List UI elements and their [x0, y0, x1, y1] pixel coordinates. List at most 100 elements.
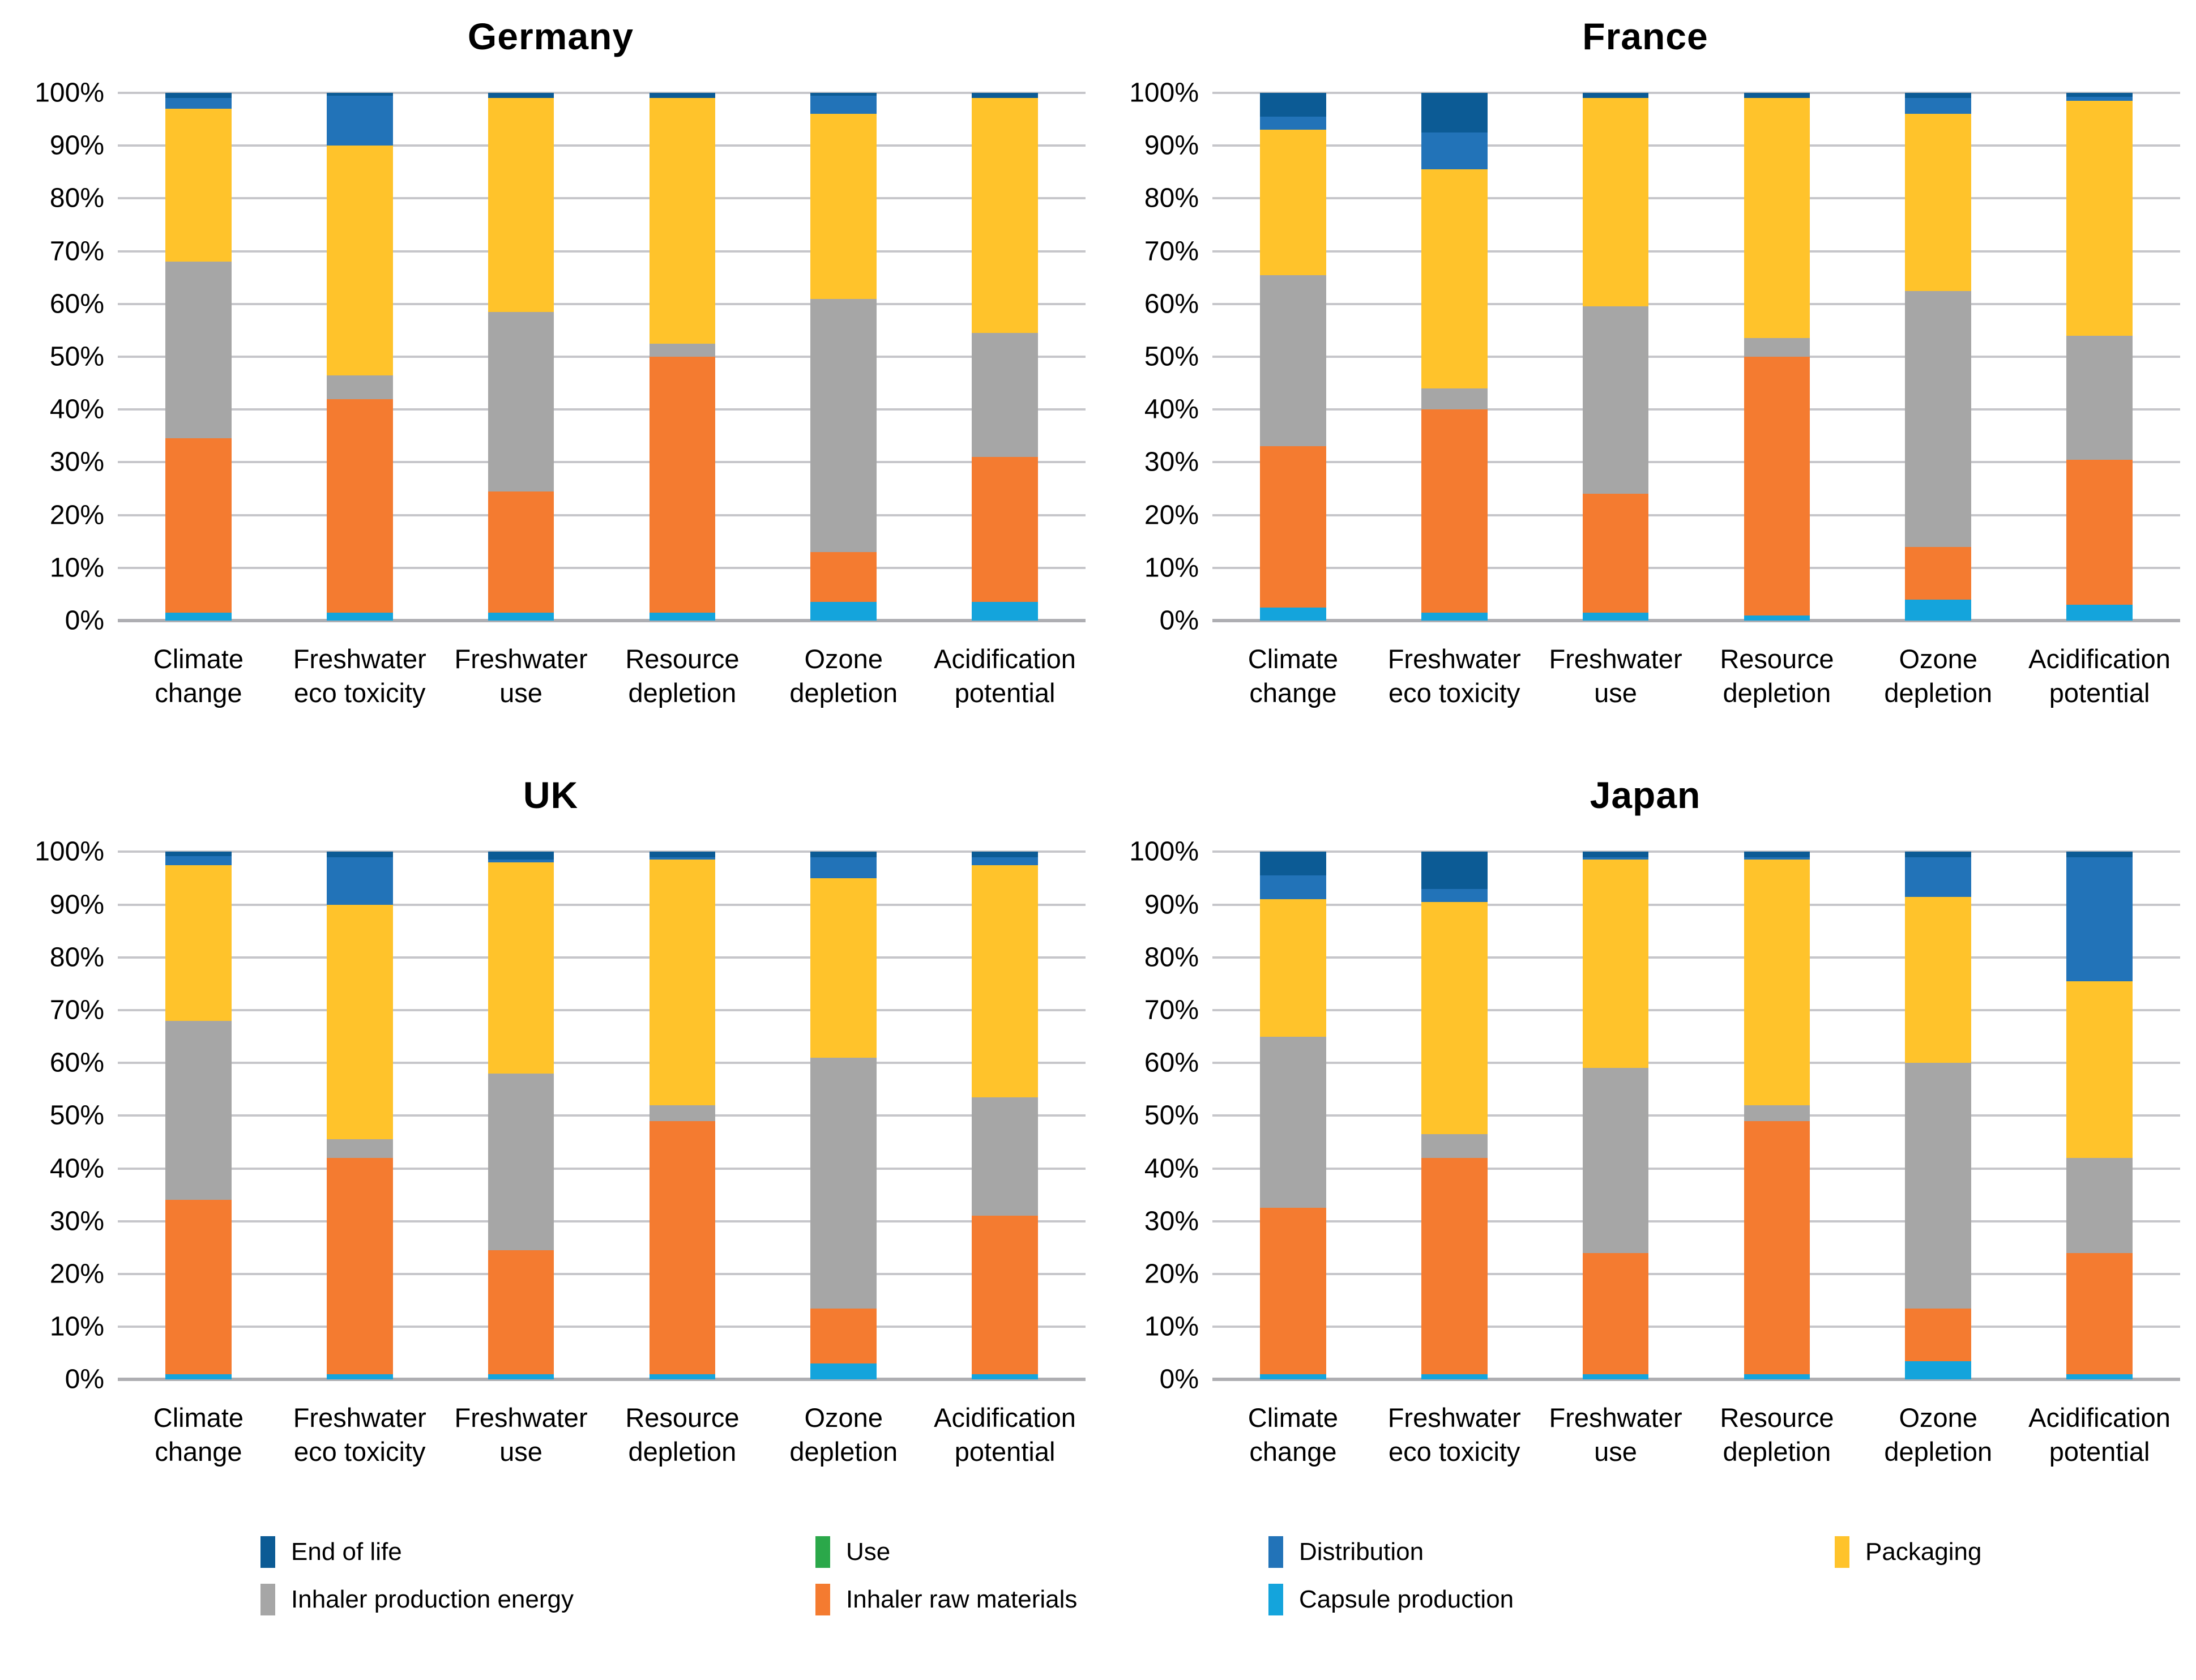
bar-slot: [1857, 852, 2019, 1380]
bar-segment: [1905, 599, 1972, 621]
bar-segment: [165, 852, 232, 856]
legend-item-distribution: Distribution: [1268, 1536, 1835, 1568]
bar-segment: [649, 1374, 716, 1380]
category-label-line: depletion: [1723, 1437, 1831, 1467]
bar-segment: [165, 109, 232, 262]
bar-segment: [810, 857, 877, 878]
bar-segment: [326, 95, 393, 146]
category-label: Freshwater eco toxicity: [1374, 642, 1535, 710]
chart-title: Germany: [467, 15, 634, 57]
y-axis-tick-label: 80%: [1144, 942, 1199, 973]
bar-segment: [1421, 901, 1488, 1134]
bar-stack: [1260, 852, 1326, 1380]
bar-segment: [2066, 981, 2133, 1158]
bar-slot: [763, 93, 924, 621]
bar-stack: [972, 852, 1038, 1380]
bar-segment: [488, 1073, 554, 1250]
legend-spacer: [1835, 1584, 2180, 1615]
category-label-line: depletion: [1884, 678, 1993, 708]
bar-slot: [1696, 852, 1857, 1380]
bar-segment: [810, 602, 877, 621]
y-axis-tick-label: 10%: [1144, 1311, 1199, 1342]
category-label-line: use: [499, 1437, 542, 1467]
bar-segment: [1421, 169, 1488, 388]
bar-stack: [1744, 93, 1810, 621]
y-axis-tick-label: 70%: [1144, 995, 1199, 1025]
gridline: [118, 408, 1086, 411]
category-label-line: Ozone: [1899, 1403, 1977, 1433]
chart-title: France: [1582, 15, 1708, 57]
bar-stack: [2066, 852, 2133, 1380]
bar-slot: [1535, 852, 1697, 1380]
gridline: [1212, 1008, 2180, 1011]
y-axis-tick-label: 0%: [1159, 605, 1199, 636]
bar-stack: [972, 93, 1038, 621]
gridline: [118, 1326, 1086, 1328]
bar-stack: [165, 93, 232, 621]
x-axis-baseline: [118, 619, 1086, 622]
y-axis-tick-label: 70%: [1144, 236, 1199, 267]
bar-segment: [2066, 857, 2133, 981]
legend-label: End of life: [291, 1537, 402, 1566]
y-axis: 100% 90% 80% 70% 60% 50% 40% 30% 20% 10% 0%: [1110, 837, 1212, 1395]
bar-segment: [972, 98, 1038, 334]
y-axis-tick-label: 100%: [35, 78, 104, 108]
category-label-line: Climate: [1247, 1403, 1339, 1433]
bar-segment: [165, 613, 232, 621]
bar-segment: [2066, 1252, 2133, 1374]
category-label-line: Resource: [625, 1403, 740, 1433]
bar-segment: [1905, 896, 1972, 1063]
category-label: Acidification potential: [924, 642, 1086, 710]
bar-stack: [326, 852, 393, 1380]
y-axis-tick-label: 20%: [49, 500, 104, 531]
category-label-line: Climate: [1247, 644, 1339, 674]
category-label-line: Climate: [153, 644, 244, 674]
bar-segment: [1744, 860, 1810, 1105]
bar-slot: [1696, 93, 1857, 621]
category-label-line: eco toxicity: [1388, 678, 1520, 708]
bar-segment: [1421, 93, 1488, 132]
bar-segment: [2066, 459, 2133, 605]
bar-stack: [1905, 93, 1972, 621]
gridline: [118, 1272, 1086, 1275]
gridline: [1212, 461, 2180, 464]
gridline: [1212, 250, 2180, 253]
category-label: Resource depletion: [601, 642, 763, 710]
bar-segment: [1905, 98, 1972, 114]
category-label-line: potential: [2049, 1437, 2150, 1467]
gridline: [118, 144, 1086, 147]
chart-panel-uk: UK 100% 90% 80% 70% 60% 50% 40% 30% 20% 10% 0% Clima…: [16, 773, 1086, 1469]
chart-body: 100% 90% 80% 70% 60% 50% 40% 30% 20% 10% 0%: [1110, 78, 2180, 636]
bar-stack: [1421, 93, 1488, 621]
bars-layer: [118, 852, 1086, 1380]
bar-slot: [1212, 93, 1374, 621]
category-label-line: Ozone: [1899, 644, 1977, 674]
bar-slot: [763, 852, 924, 1380]
charts-grid: Germany 100% 90% 80% 70% 60% 50% 40% 30% 20% 10% 0%…: [16, 15, 2180, 1469]
bar-segment: [972, 93, 1038, 99]
bar-slot: [279, 93, 441, 621]
bar-segment: [2066, 852, 2133, 857]
category-label: Freshwater eco toxicity: [1374, 1401, 1535, 1469]
bar-segment: [1744, 93, 1810, 99]
category-label-line: Climate: [153, 1403, 244, 1433]
legend: End of life Use Distribution Packaging Inhal…: [260, 1536, 2180, 1615]
gridline: [1212, 566, 2180, 569]
bar-segment: [1582, 852, 1649, 857]
bar-segment: [649, 93, 716, 99]
y-axis-tick-label: 0%: [65, 1364, 104, 1395]
bar-segment: [488, 93, 554, 99]
category-label: Freshwater use: [441, 642, 602, 710]
bar-segment: [1421, 852, 1488, 889]
bar-segment: [1744, 1121, 1810, 1374]
bar-slot: [2019, 93, 2180, 621]
bar-segment: [488, 852, 554, 860]
category-label: Resource depletion: [601, 1401, 763, 1469]
legend-item-end-of-life: End of life: [260, 1536, 815, 1568]
y-axis: 100% 90% 80% 70% 60% 50% 40% 30% 20% 10% 0%: [16, 837, 118, 1395]
bar-segment: [649, 98, 716, 344]
bar-segment: [1421, 888, 1488, 902]
bar-segment: [649, 857, 716, 860]
category-label-line: Freshwater: [1549, 1403, 1682, 1433]
gridline: [118, 903, 1086, 906]
